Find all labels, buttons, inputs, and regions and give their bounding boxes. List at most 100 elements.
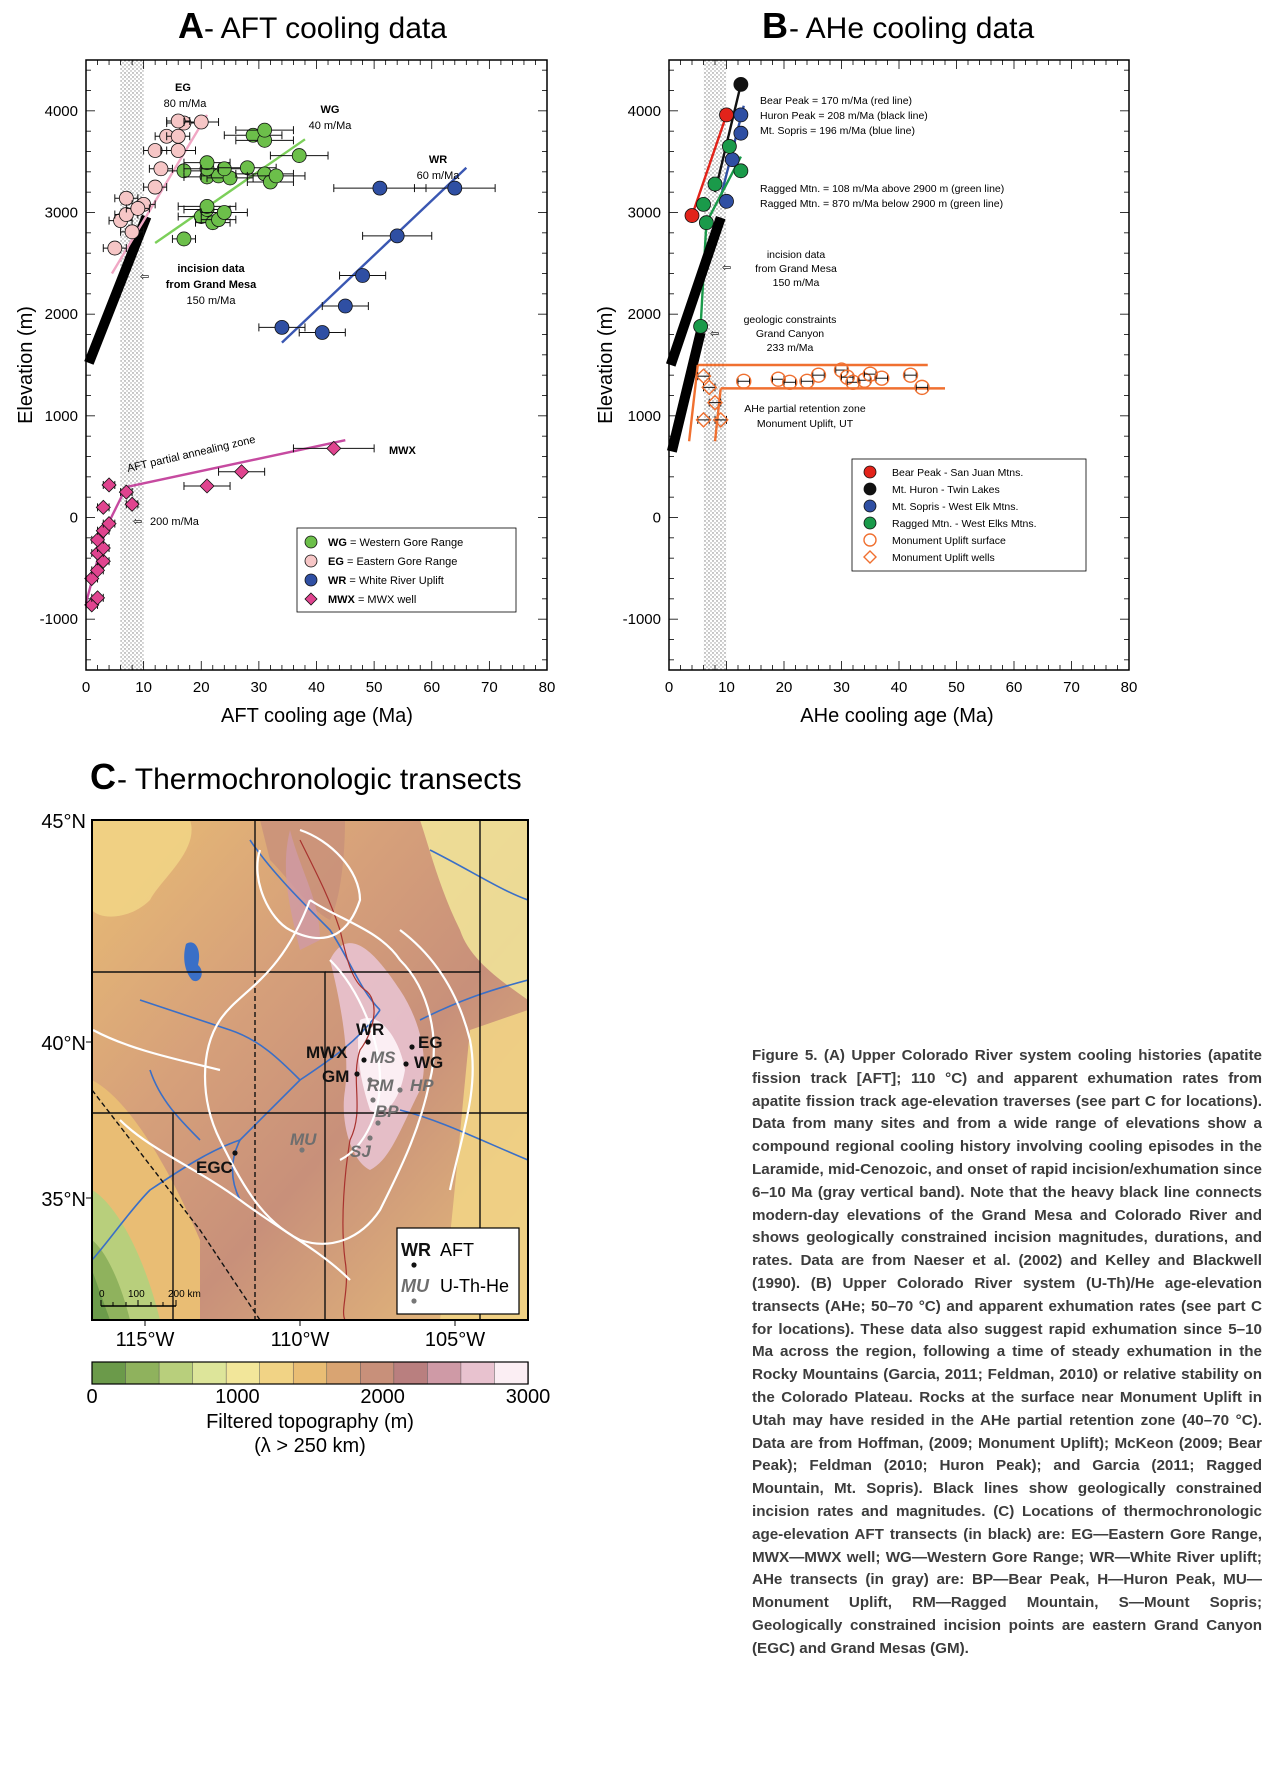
legend-b-marker <box>863 550 877 564</box>
panel-a-data-point <box>118 484 134 500</box>
panel-a-data-point <box>107 240 123 256</box>
panel-a-plot: 0 10 20 30 40 50 60 70 80 -1000 0 1000 2000 3000 4000 <box>40 59 556 696</box>
lon-115: 115°W <box>116 1329 175 1351</box>
legend-a-text: = Western Gore Range <box>347 537 463 549</box>
panel-b-frame <box>668 59 1130 671</box>
map-sites: WR EG MWX WG GM EGC MS RM HP BP SJ MU <box>196 1020 443 1177</box>
panel-a-data-point <box>257 122 273 138</box>
colorbar-cell <box>225 1361 261 1385</box>
panel-a-data-point <box>89 562 106 578</box>
arrow-geo-b: ⇦ <box>710 328 719 340</box>
panel-a-data-point <box>199 198 215 214</box>
panel-a-data-point <box>153 161 169 177</box>
legend-a-marker <box>304 535 318 549</box>
panel-a-data-point <box>355 268 371 283</box>
site-eg: EG <box>418 1033 443 1052</box>
panel-b-x-tick-label: 50 <box>948 679 965 696</box>
legend-a-entry: WG = Western Gore Range <box>328 537 463 549</box>
site-bp: BP <box>375 1102 399 1121</box>
colorbar-cell <box>292 1361 328 1385</box>
colorbar-cell <box>460 1361 496 1385</box>
legend-a-abbr: MWX <box>328 594 356 606</box>
rates-line-3: Mt. Sopris = 196 m/Ma (blue line) <box>760 125 915 137</box>
panel-b-data-point <box>701 379 718 396</box>
lat-40: 40°N <box>41 1033 86 1055</box>
panel-b-data-point <box>770 371 786 387</box>
legend-b-marker <box>863 516 877 530</box>
panel-b-fit-line <box>687 364 699 442</box>
incision-label-3: 150 m/Ma <box>187 295 237 307</box>
panel-a-shaded-band <box>120 60 144 670</box>
wg-label: WG <box>321 104 340 116</box>
legend-b-marker <box>863 482 877 496</box>
panel-b-y-tick-label: 0 <box>653 510 661 527</box>
legend-b-marker <box>863 499 877 513</box>
panel-a-ylabel: Elevation (m) <box>15 306 37 424</box>
colorbar-tick-label: 0 <box>86 1386 97 1408</box>
panel-b-xlabel: AHe cooling age (Ma) <box>800 705 993 727</box>
panel-a-data-point <box>89 590 106 606</box>
panel-b: B - AHe cooling data 0 10 20 30 40 50 60 70 80 -1… <box>595 5 1137 727</box>
panel-a-data-point <box>193 114 209 130</box>
panel-a-x-tick-label: 80 <box>539 679 556 696</box>
colorbar-tick-label: 3000 <box>506 1386 551 1408</box>
panel-a-title-letter: A <box>178 5 204 46</box>
legend-ahe-abbr: MU <box>401 1276 430 1296</box>
arrow-200-a: ⇦ <box>133 516 142 528</box>
panel-b-data-point <box>684 208 700 223</box>
colorbar-cell <box>259 1361 294 1385</box>
panel-a-x-tick-label: 60 <box>423 679 440 696</box>
panel-b-data-point <box>693 318 709 334</box>
panel-a-data-point <box>268 168 284 184</box>
legend-a-abbr: WG <box>328 537 347 549</box>
panel-b-y-tick-label: 4000 <box>628 103 661 120</box>
panel-a-data-point <box>170 128 186 144</box>
panel-b-legend: Bear Peak - San Juan Mtns. Mt. Huron - Tw… <box>851 458 1087 572</box>
panel-b-data-point <box>845 374 861 390</box>
panel-b-data-point <box>698 215 714 231</box>
panel-a-data-point <box>291 148 307 163</box>
panel-a-data-point <box>101 516 117 532</box>
legend-b-marker <box>863 465 877 479</box>
eg-label: EG <box>175 82 191 94</box>
panel-b-data-point <box>874 370 890 386</box>
legend-a-entry: WR = White River Uplift <box>328 575 444 587</box>
panel-a-data-point <box>447 180 463 196</box>
legend-a-marker <box>304 554 318 568</box>
site-egc: EGC <box>196 1158 233 1177</box>
incision-label-2: from Grand Mesa <box>166 279 257 291</box>
panel-b-x-tick-label: 20 <box>776 679 793 696</box>
panel-a-data-point <box>170 143 186 158</box>
lat-35: 35°N <box>41 1189 86 1211</box>
legend-ahe-text: U-Th-He <box>440 1276 509 1296</box>
panel-b-data-point <box>862 366 878 382</box>
wr-label: WR <box>429 154 447 166</box>
colorbar-cell <box>360 1361 395 1385</box>
paz-label: AFT partial annealing zone <box>126 434 257 475</box>
mwx-label: MWX <box>389 445 417 457</box>
arrow-incision-b: ⇦ <box>722 262 731 274</box>
map-legend: WR AFT MU U-Th-He <box>396 1227 520 1315</box>
panel-b-data-point <box>707 176 723 192</box>
panel-a-data-point <box>124 224 140 240</box>
scale-bar: 0 100 200 km <box>99 1289 201 1307</box>
rates-line-2: Huron Peak = 208 m/Ma (black line) <box>760 110 928 122</box>
colorbar-cell <box>326 1361 362 1385</box>
panel-c: C - Thermochronologic transects <box>41 756 550 1457</box>
geo-b-1: geologic constraints <box>744 314 837 326</box>
panel-a-data-point <box>124 496 140 512</box>
wr-rate: 60 m/Ma <box>417 170 461 182</box>
panel-a-data-point <box>199 155 215 171</box>
panel-a-x-tick-label: 0 <box>82 679 90 696</box>
legend-b-marker <box>863 533 877 547</box>
colorbar-cell <box>427 1361 462 1385</box>
prz-2: Monument Uplift, UT <box>757 418 854 430</box>
figure-caption: Figure 5. (A) Upper Colorado River syste… <box>752 1047 1262 1657</box>
panel-b-data-point <box>695 411 712 428</box>
lat-45: 45°N <box>41 811 86 833</box>
legend-a-text: = MWX well <box>355 594 416 606</box>
site-sj: SJ <box>350 1142 371 1161</box>
panel-b-fit-line <box>713 84 743 193</box>
wg-rate: 40 m/Ma <box>309 120 353 132</box>
